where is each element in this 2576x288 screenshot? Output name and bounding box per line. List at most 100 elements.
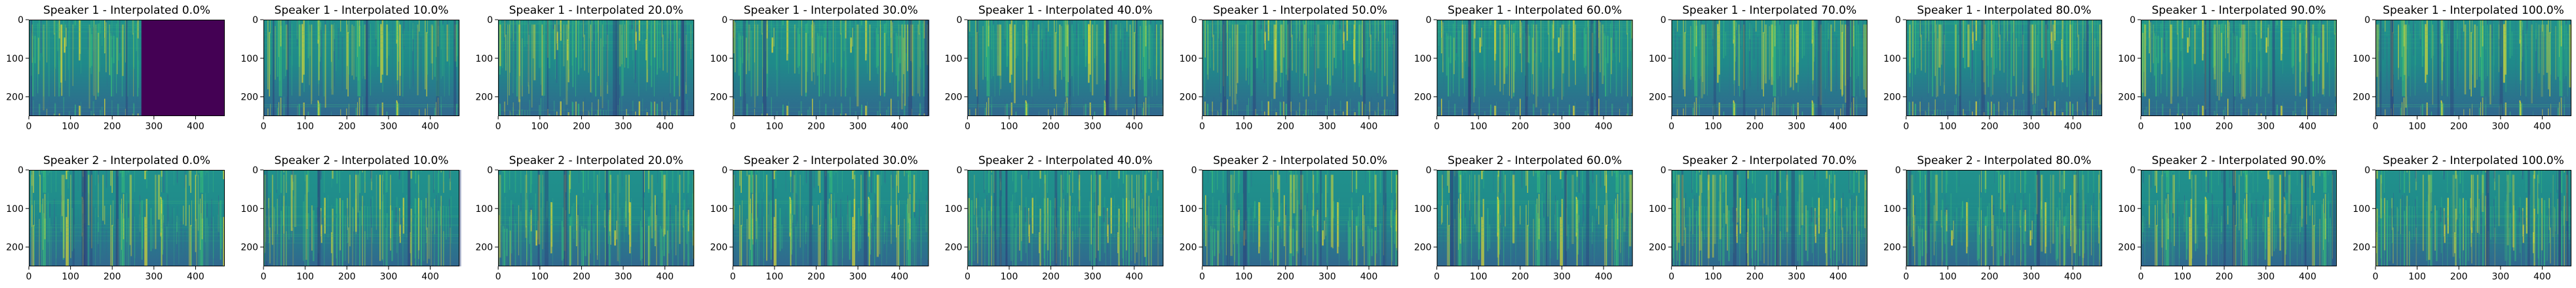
x-tick-label: 0	[965, 121, 971, 132]
heatmap-gap	[2566, 170, 2569, 266]
panel-r1-c0: Speaker 2 - Interpolated 0.0% 0 100 200 300 4…	[6, 154, 225, 282]
heatmap-band	[1941, 24, 1942, 65]
heatmap-band	[290, 175, 293, 231]
x-tick-label: 400	[891, 272, 908, 282]
heatmap-gap	[976, 20, 979, 116]
heatmap-band	[1144, 175, 1146, 257]
heatmap-gap	[1300, 170, 1303, 266]
axes-frame	[2140, 20, 2337, 116]
heatmap-band	[1935, 175, 1938, 221]
heatmap-texture	[1436, 170, 1633, 266]
heatmap-band	[997, 24, 999, 76]
heatmap-band	[974, 175, 975, 215]
heatmap-band	[663, 175, 664, 237]
heatmap-texture	[1202, 20, 1398, 116]
heatmap-texture	[2375, 20, 2571, 116]
heatmap-band	[1743, 24, 1744, 91]
heatmap-band	[2380, 175, 2382, 218]
heatmap-gap	[365, 20, 368, 116]
y-tick-label: 100	[945, 54, 963, 64]
heatmap-band	[901, 24, 904, 110]
y-tick-label: 200	[1883, 243, 1901, 253]
panel-r1-c5: Speaker 2 - Interpolated 50.0% 0 100 200 300…	[1180, 154, 1398, 282]
heatmap-band	[347, 24, 348, 66]
heatmap-gap	[537, 170, 540, 266]
x-tick-label: 300	[145, 272, 163, 282]
y-tick-label: 200	[475, 243, 493, 253]
heatmap-band	[1630, 175, 1633, 213]
heatmap-band	[542, 175, 543, 249]
x-tick-label: 400	[656, 121, 674, 132]
heatmap-gap	[1791, 170, 1795, 266]
heatmap-band	[2570, 24, 2573, 63]
y-tick-label: 200	[2118, 93, 2136, 103]
x-tick-label: 200	[573, 272, 590, 282]
heatmap-band	[1725, 175, 1727, 224]
heatmap-band	[1830, 24, 1832, 92]
heatmap-band	[756, 175, 758, 239]
heatmap-band	[70, 175, 71, 258]
heatmap-band	[1128, 175, 1130, 228]
x-tick-label: 0	[495, 121, 501, 132]
heatmap-gap	[1394, 20, 1399, 116]
panel-r0-c6: Speaker 1 - Interpolated 60.0% 0 100 200 300…	[1414, 4, 1633, 132]
heatmap-band	[351, 24, 353, 76]
panel-r1-c1: Speaker 2 - Interpolated 10.0% 0 100 200 300…	[240, 154, 461, 282]
y-tick-label: 100	[1180, 54, 1197, 64]
heatmap-band	[2082, 175, 2085, 258]
heatmap-gap	[2499, 20, 2503, 116]
y-tick-label: 200	[710, 243, 728, 253]
heatmap-band	[1834, 175, 1836, 212]
x-tick-label: 100	[1470, 272, 1488, 282]
panel-title: Speaker 2 - Interpolated 40.0%	[978, 154, 1153, 167]
x-tick-label: 400	[2533, 272, 2551, 282]
x-tick-label: 400	[1360, 272, 1378, 282]
heatmap-band	[1620, 175, 1621, 253]
axes-frame	[2140, 170, 2337, 266]
y-tick-label: 100	[475, 204, 493, 215]
y-tick-label: 0	[721, 15, 727, 26]
panel-title: Speaker 1 - Interpolated 20.0%	[509, 4, 683, 17]
heatmap-band	[399, 24, 401, 76]
heatmap-gap	[72, 170, 75, 266]
heatmap-band	[195, 175, 197, 253]
heatmap-band	[2271, 175, 2273, 257]
heatmap-gap	[2028, 20, 2031, 116]
x-tick-label: 200	[104, 272, 121, 282]
heatmap-band	[1271, 175, 1273, 241]
heatmap-band	[1301, 175, 1303, 248]
x-tick-label: 300	[1553, 121, 1571, 132]
y-tick-label: 100	[240, 204, 258, 215]
x-tick-label: 0	[495, 272, 501, 282]
panel-r1-c3: Speaker 2 - Interpolated 30.0% 0 100 200 300…	[710, 154, 929, 282]
x-tick-label: 100	[2408, 272, 2426, 282]
x-tick-label: 300	[2257, 272, 2275, 282]
y-tick-label: 0	[2364, 165, 2370, 176]
heatmap-band	[61, 24, 63, 96]
heatmap-gap	[2076, 170, 2079, 266]
heatmap-gap	[83, 170, 88, 266]
heatmap-band	[39, 175, 41, 213]
heatmap-band	[1602, 24, 1604, 84]
heatmap-gap	[993, 170, 997, 266]
heatmap-band	[733, 175, 735, 220]
heatmap-band	[2098, 175, 2100, 244]
heatmap-band	[913, 175, 915, 213]
x-tick-label: 200	[2450, 121, 2468, 132]
heatmap-gap	[772, 170, 774, 266]
heatmap-band	[264, 175, 266, 253]
heatmap-band	[1022, 24, 1024, 96]
y-tick-label: 100	[945, 204, 963, 215]
heatmap-band	[1798, 175, 1801, 236]
x-tick-label: 400	[421, 121, 439, 132]
x-tick-label: 400	[187, 121, 204, 132]
heatmap-band	[31, 175, 33, 227]
heatmap-gap	[1362, 20, 1366, 116]
heatmap-band	[1045, 175, 1046, 233]
heatmap-band	[2031, 24, 2033, 93]
heatmap-gap	[1105, 20, 1108, 116]
axes-frame	[2375, 20, 2571, 116]
panel-r0-c8: Speaker 1 - Interpolated 80.0% 0 100 200 300…	[1883, 4, 2102, 132]
heatmap-gap	[1096, 170, 1098, 266]
panel-title: Speaker 1 - Interpolated 90.0%	[2151, 4, 2326, 17]
